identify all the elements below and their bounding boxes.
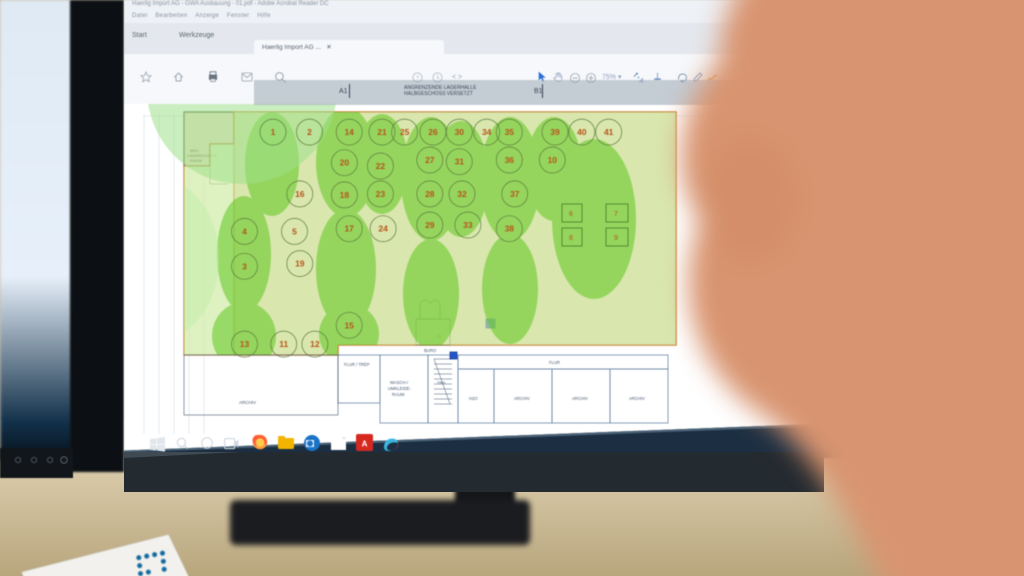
svg-text:A: A (362, 440, 368, 449)
